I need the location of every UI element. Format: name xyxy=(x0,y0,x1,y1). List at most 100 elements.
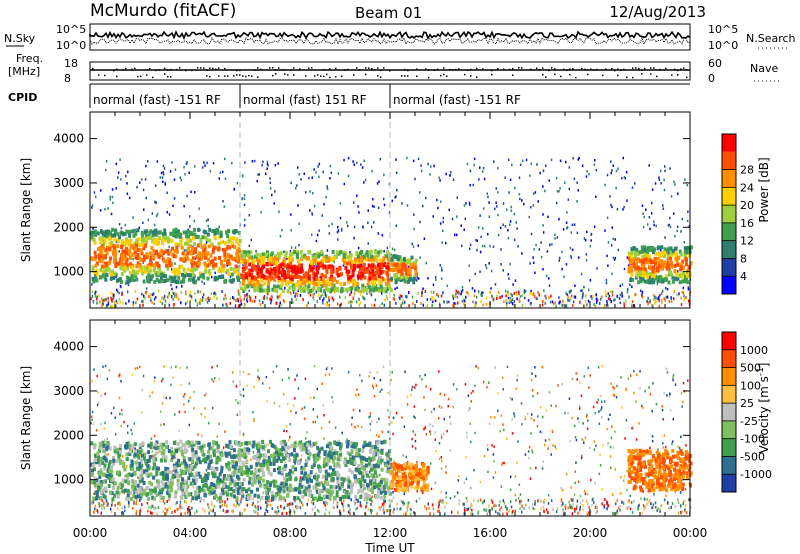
scatter-cell xyxy=(212,162,215,165)
ground-scatter-cell xyxy=(189,290,192,294)
echo-cell xyxy=(630,272,634,277)
ground-scatter-cell xyxy=(317,293,320,297)
scatter-cell xyxy=(369,422,372,426)
scatter-cell xyxy=(231,161,233,165)
scatter-cell xyxy=(625,419,628,422)
ground-scatter-cell xyxy=(607,504,610,508)
scatter-cell xyxy=(511,432,514,435)
ground-scatter-cell xyxy=(564,504,567,508)
ground-scatter-cell xyxy=(336,302,339,306)
scatter-cell xyxy=(97,391,99,394)
ground-scatter-cell xyxy=(616,509,619,513)
scatter-cell xyxy=(626,199,628,202)
scatter-cell xyxy=(614,238,616,241)
nave-point xyxy=(569,73,571,76)
echo-cell xyxy=(316,265,320,270)
scatter-cell xyxy=(422,287,424,290)
scatter-cell xyxy=(287,438,290,442)
scatter-cell xyxy=(235,399,237,402)
scatter-cell xyxy=(381,302,383,305)
echo-cell xyxy=(393,262,397,267)
ground-scatter-cell xyxy=(466,291,468,295)
echo-cell xyxy=(407,278,411,283)
scatter-cell xyxy=(147,160,149,163)
ground-scatter-cell xyxy=(240,500,242,504)
nave-point xyxy=(284,73,286,75)
scatter-cell xyxy=(169,170,172,173)
ground-scatter-cell xyxy=(402,501,404,504)
scatter-cell xyxy=(289,249,292,253)
echo-cell xyxy=(171,269,175,274)
scatter-cell xyxy=(115,288,118,292)
echo-cell xyxy=(402,257,406,261)
echo-cell xyxy=(194,235,198,239)
scatter-cell xyxy=(95,486,97,490)
scatter-cell xyxy=(582,422,584,425)
power-ylabel: Slant Range [km] xyxy=(19,158,33,262)
ground-scatter-cell xyxy=(338,509,341,513)
scatter-cell xyxy=(261,196,263,200)
scatter-cell xyxy=(226,264,228,267)
ground-scatter-cell xyxy=(458,502,461,506)
scatter-cell xyxy=(273,401,276,405)
echo-cell xyxy=(192,278,195,283)
scatter-cell xyxy=(142,188,145,192)
ground-scatter-cell xyxy=(400,499,403,503)
scatter-cell xyxy=(248,372,251,376)
scatter-cell xyxy=(188,171,190,174)
scatter-cell xyxy=(530,232,533,236)
ground-scatter-cell xyxy=(354,502,356,506)
ground-scatter-cell xyxy=(498,503,500,507)
scatter-cell xyxy=(419,220,421,224)
scatter-cell xyxy=(439,392,441,396)
ground-scatter-cell xyxy=(593,303,595,306)
scatter-cell xyxy=(386,246,389,250)
echo-cell xyxy=(381,269,385,274)
scatter-cell xyxy=(605,278,608,282)
echo-cell xyxy=(154,249,158,254)
scatter-cell xyxy=(638,422,640,425)
ground-scatter-cell xyxy=(315,290,318,294)
scatter-cell xyxy=(133,279,136,282)
scatter-cell xyxy=(542,213,544,216)
scatter-cell xyxy=(473,157,476,161)
scatter-cell xyxy=(320,294,322,298)
ground-scatter-cell xyxy=(207,503,209,507)
scatter-cell xyxy=(574,436,577,439)
ground-scatter-cell xyxy=(171,510,173,514)
echo-cell xyxy=(294,249,298,254)
ground-scatter-cell xyxy=(328,299,330,303)
scatter-cell xyxy=(660,169,662,173)
ground-scatter-cell xyxy=(444,512,446,516)
scatter-cell xyxy=(629,507,632,511)
ground-scatter-cell xyxy=(683,298,685,301)
scatter-cell xyxy=(585,259,588,262)
echo-cell xyxy=(223,241,227,246)
echo-cell xyxy=(347,279,350,284)
scatter-cell xyxy=(392,416,395,419)
scatter-cell xyxy=(114,433,117,436)
freq-point xyxy=(272,67,274,69)
scatter-cell xyxy=(614,256,617,260)
scatter-cell xyxy=(466,162,469,166)
station-title: McMurdo (fitACF) xyxy=(90,1,236,21)
scatter-cell xyxy=(315,263,317,266)
echo-cell xyxy=(355,251,359,256)
echo-cell xyxy=(302,285,306,290)
scatter-cell xyxy=(107,504,109,507)
scatter-cell xyxy=(500,248,502,251)
scatter-cell xyxy=(518,497,520,500)
ground-scatter-cell xyxy=(386,509,389,512)
scatter-cell xyxy=(604,229,606,232)
scatter-cell xyxy=(626,256,629,259)
scatter-cell xyxy=(539,171,541,175)
echo-cell xyxy=(351,279,355,284)
scatter-cell xyxy=(205,241,208,244)
echo-cell xyxy=(669,246,673,251)
scatter-cell xyxy=(487,233,489,236)
scatter-cell xyxy=(677,192,679,195)
scatter-cell xyxy=(594,411,596,415)
ground-scatter-cell xyxy=(406,508,408,512)
echo-cell xyxy=(125,275,129,280)
scatter-cell xyxy=(460,224,462,227)
